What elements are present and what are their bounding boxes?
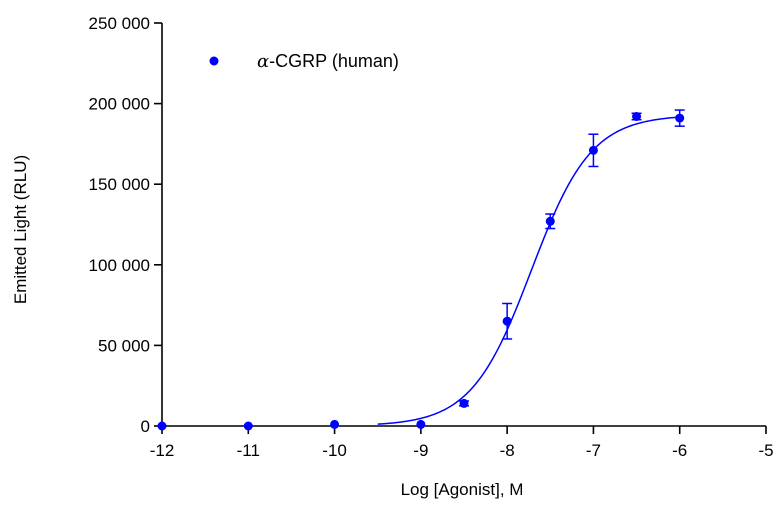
legend-marker (209, 56, 219, 66)
data-point (545, 216, 555, 226)
data-point (632, 111, 642, 121)
data-point (502, 316, 512, 326)
data-point (459, 398, 469, 408)
y-tick-label: 100 000 (89, 256, 150, 275)
x-tick-label: -11 (237, 441, 260, 460)
x-tick-label: -10 (322, 441, 347, 460)
data-point (330, 419, 340, 429)
data-point (675, 113, 685, 123)
data-points-layer (157, 109, 685, 431)
x-tick-label: -9 (413, 441, 428, 460)
x-tick-label: -5 (758, 441, 773, 460)
x-tick-label: -6 (672, 441, 687, 460)
fit-curve (377, 116, 680, 425)
x-tick-label: -8 (500, 441, 515, 460)
y-tick-label: 200 000 (89, 95, 150, 114)
y-tick-label: 150 000 (89, 175, 150, 194)
y-axis-title: Emitted Light (RLU) (11, 155, 30, 304)
data-point (416, 419, 426, 429)
x-axis-title: Log [Agonist], M (401, 480, 524, 499)
y-tick-label: 250 000 (89, 14, 150, 33)
x-tick-label: -7 (586, 441, 601, 460)
x-ticks: -12 -11 -10 -9 -8 -7 -6 -5 (150, 426, 774, 460)
y-ticks: 0 50 000 100 000 150 000 200 000 250 000 (89, 14, 162, 436)
y-tick-label: 50 000 (98, 336, 150, 355)
x-tick-label: -12 (150, 441, 175, 460)
data-point (588, 145, 598, 155)
data-point (157, 421, 167, 431)
legend-label: α-CGRP (human) (257, 51, 399, 72)
legend-label-rest: -CGRP (human) (269, 51, 399, 71)
legend-label-greek: α (257, 51, 269, 72)
axes (161, 23, 766, 427)
y-tick-label: 0 (141, 417, 150, 436)
fit-curve-layer (377, 116, 680, 425)
legend: α-CGRP (human) (209, 51, 399, 72)
data-point (243, 421, 253, 431)
